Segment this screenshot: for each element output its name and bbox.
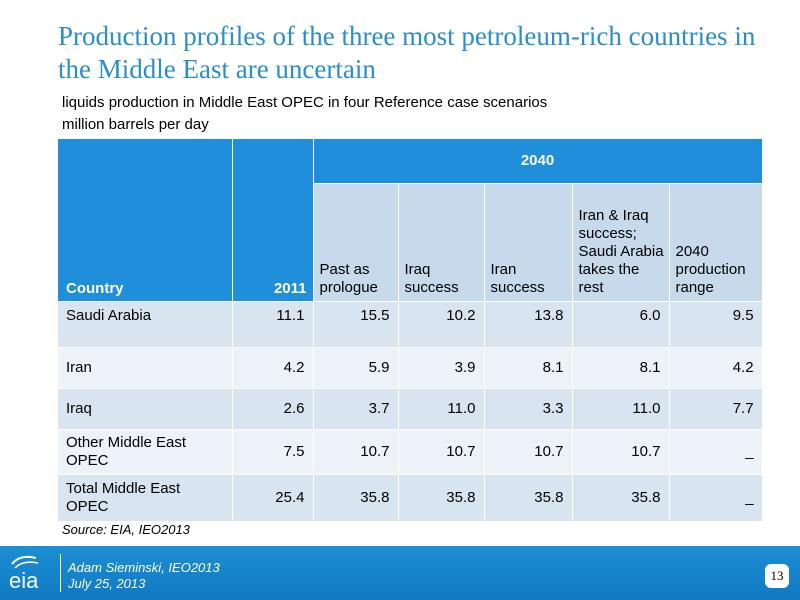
eia-logo-mark: eia xyxy=(9,555,39,593)
cell-iran-iraq-success: 10.7 xyxy=(572,429,670,475)
cell-past-as-prologue: 3.7 xyxy=(313,388,399,430)
header-2040-group: 2040 xyxy=(313,139,763,184)
header-country: Country xyxy=(58,139,233,302)
header-iran-iraq-success: Iran & Iraq success; Saudi Arabia takes … xyxy=(572,183,670,303)
cell-iran-success: 35.8 xyxy=(484,474,573,522)
eia-logo-text: eia xyxy=(9,568,39,593)
cell-iraq-success: 35.8 xyxy=(398,474,485,522)
cell-past-as-prologue: 5.9 xyxy=(313,347,399,389)
cell-iran-iraq-success: 8.1 xyxy=(572,347,670,389)
cell-country: Other Middle East OPEC xyxy=(58,429,233,475)
subtitle-line-2: million barrels per day xyxy=(62,116,209,133)
cell-production-range: 7.7 xyxy=(669,388,763,430)
cell-country: Iran xyxy=(58,347,233,389)
eia-logo: eia xyxy=(6,552,52,594)
table-row: Total Middle East OPEC 25.4 35.8 35.8 35… xyxy=(58,474,763,522)
cell-iran-success: 8.1 xyxy=(484,347,573,389)
presenter-name: Adam Sieminski, IEO2013 xyxy=(68,560,220,575)
cell-past-as-prologue: 15.5 xyxy=(313,301,399,348)
cell-production-range: 9.5 xyxy=(669,301,763,348)
cell-production-range: _ xyxy=(669,429,763,475)
cell-country: Saudi Arabia xyxy=(58,301,233,348)
table-row: Other Middle East OPEC 7.5 10.7 10.7 10.… xyxy=(58,429,763,475)
cell-country: Iraq xyxy=(58,388,233,430)
cell-iran-iraq-success: 11.0 xyxy=(572,388,670,430)
cell-2011: 11.1 xyxy=(232,301,314,348)
production-table: Country 2011 2040 Past as prologue Iraq … xyxy=(58,139,763,522)
cell-iran-success: 3.3 xyxy=(484,388,573,430)
footer-divider xyxy=(60,554,61,592)
cell-country: Total Middle East OPEC xyxy=(58,474,233,522)
footer-bar: eia Adam Sieminski, IEO2013 July 25, 201… xyxy=(0,546,800,600)
slide-title: Production profiles of the three most pe… xyxy=(58,21,756,84)
source-note: Source: EIA, IEO2013 xyxy=(62,522,190,537)
cell-past-as-prologue: 10.7 xyxy=(313,429,399,475)
header-past-as-prologue: Past as prologue xyxy=(313,183,399,303)
cell-iraq-success: 3.9 xyxy=(398,347,485,389)
cell-iraq-success: 11.0 xyxy=(398,388,485,430)
cell-past-as-prologue: 35.8 xyxy=(313,474,399,522)
footer-text: Adam Sieminski, IEO2013 July 25, 2013 xyxy=(68,560,220,592)
subtitle-line-1: liquids production in Middle East OPEC i… xyxy=(62,94,548,111)
cell-2011: 4.2 xyxy=(232,347,314,389)
table-row: Iran 4.2 5.9 3.9 8.1 8.1 4.2 xyxy=(58,347,763,389)
header-iraq-success: Iraq success xyxy=(398,183,485,303)
header-production-range: 2040 production range xyxy=(669,183,763,303)
table-row: Iraq 2.6 3.7 11.0 3.3 11.0 7.7 xyxy=(58,388,763,430)
cell-production-range: 4.2 xyxy=(669,347,763,389)
cell-iran-success: 13.8 xyxy=(484,301,573,348)
cell-iran-iraq-success: 6.0 xyxy=(572,301,670,348)
header-iran-success: Iran success xyxy=(484,183,573,303)
cell-iran-success: 10.7 xyxy=(484,429,573,475)
cell-2011: 2.6 xyxy=(232,388,314,430)
cell-iraq-success: 10.2 xyxy=(398,301,485,348)
cell-iraq-success: 10.7 xyxy=(398,429,485,475)
presentation-date: July 25, 2013 xyxy=(68,576,146,591)
cell-iran-iraq-success: 35.8 xyxy=(572,474,670,522)
header-2011: 2011 xyxy=(232,139,314,302)
cell-production-range: _ xyxy=(669,474,763,522)
page-number: 13 xyxy=(765,564,789,588)
table-row: Saudi Arabia 11.1 15.5 10.2 13.8 6.0 9.5 xyxy=(58,301,763,348)
cell-2011: 7.5 xyxy=(232,429,314,475)
cell-2011: 25.4 xyxy=(232,474,314,522)
table-subtitle: liquids production in Middle East OPEC i… xyxy=(62,92,547,136)
